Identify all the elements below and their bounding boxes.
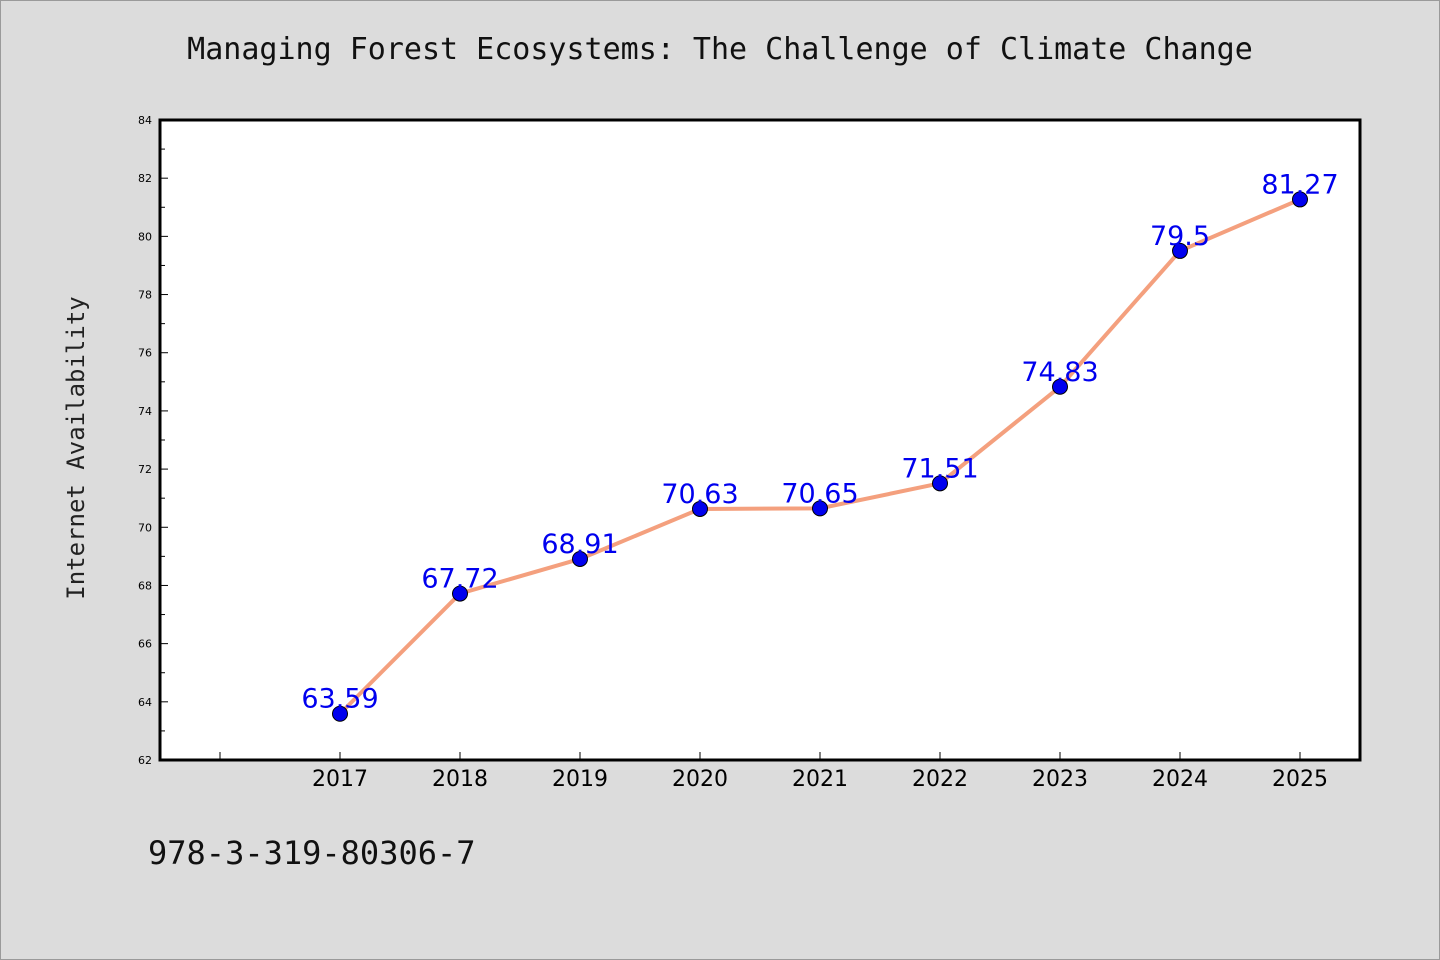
- x-tick-label: 2020: [672, 767, 728, 792]
- plot-area: [160, 120, 1360, 760]
- plot-border: [158, 118, 1362, 762]
- data-label: 63.59: [301, 684, 378, 715]
- data-point: [812, 500, 828, 517]
- x-tick-label: 2019: [552, 767, 608, 792]
- data-label: 68.91: [541, 529, 618, 560]
- series-layer: 63.59 67.72 68.91 70.63 70.65 71.51 74.83 79.5 8…: [301, 169, 1339, 722]
- data-point: [452, 585, 468, 602]
- x-tick-label: 2025: [1272, 767, 1328, 792]
- data-point: [692, 500, 708, 517]
- y-tick-label: 74: [138, 405, 152, 418]
- y-tick-label: 70: [138, 521, 152, 534]
- data-label: 74.83: [1021, 357, 1098, 388]
- x-tick-label: 2023: [1032, 767, 1088, 792]
- y-tick-label: 78: [138, 289, 152, 302]
- x-tick-label: 2017: [312, 767, 368, 792]
- y-tick-label: 84: [138, 114, 152, 127]
- data-label: 67.72: [421, 564, 498, 595]
- y-tick-label: 64: [138, 696, 152, 709]
- y-tick-label: 68: [138, 579, 152, 592]
- y-tick-label: 62: [138, 754, 152, 767]
- data-label: 70.63: [661, 479, 738, 510]
- data-label: 81.27: [1261, 169, 1338, 200]
- data-point: [932, 475, 948, 492]
- data-point: [1052, 378, 1068, 395]
- x-tick-label: 2018: [432, 767, 488, 792]
- y-tick-label: 82: [138, 172, 152, 185]
- y-tick-label: 66: [138, 638, 152, 651]
- isbn-text: 978-3-319-80306-7: [148, 834, 476, 872]
- y-tick-label: 80: [138, 230, 152, 243]
- data-point: [1172, 242, 1188, 259]
- chart-title: Managing Forest Ecosystems: The Challeng…: [187, 32, 1253, 67]
- data-label: 79.5: [1150, 221, 1210, 252]
- x-tick-label: 2022: [912, 767, 968, 792]
- axis-ticks: 62 64 66 68 70 72 74 76 78 80 82 84 2017 2018 2019 2020…: [138, 114, 1328, 792]
- data-point: [572, 550, 588, 567]
- data-point: [332, 705, 348, 722]
- y-tick-label: 72: [138, 463, 152, 476]
- x-tick-label: 2024: [1152, 767, 1208, 792]
- data-label: 71.51: [901, 453, 978, 484]
- data-point: [1292, 191, 1308, 208]
- x-tick-label: 2021: [792, 767, 848, 792]
- data-label: 70.65: [781, 478, 858, 509]
- y-tick-label: 76: [138, 347, 152, 360]
